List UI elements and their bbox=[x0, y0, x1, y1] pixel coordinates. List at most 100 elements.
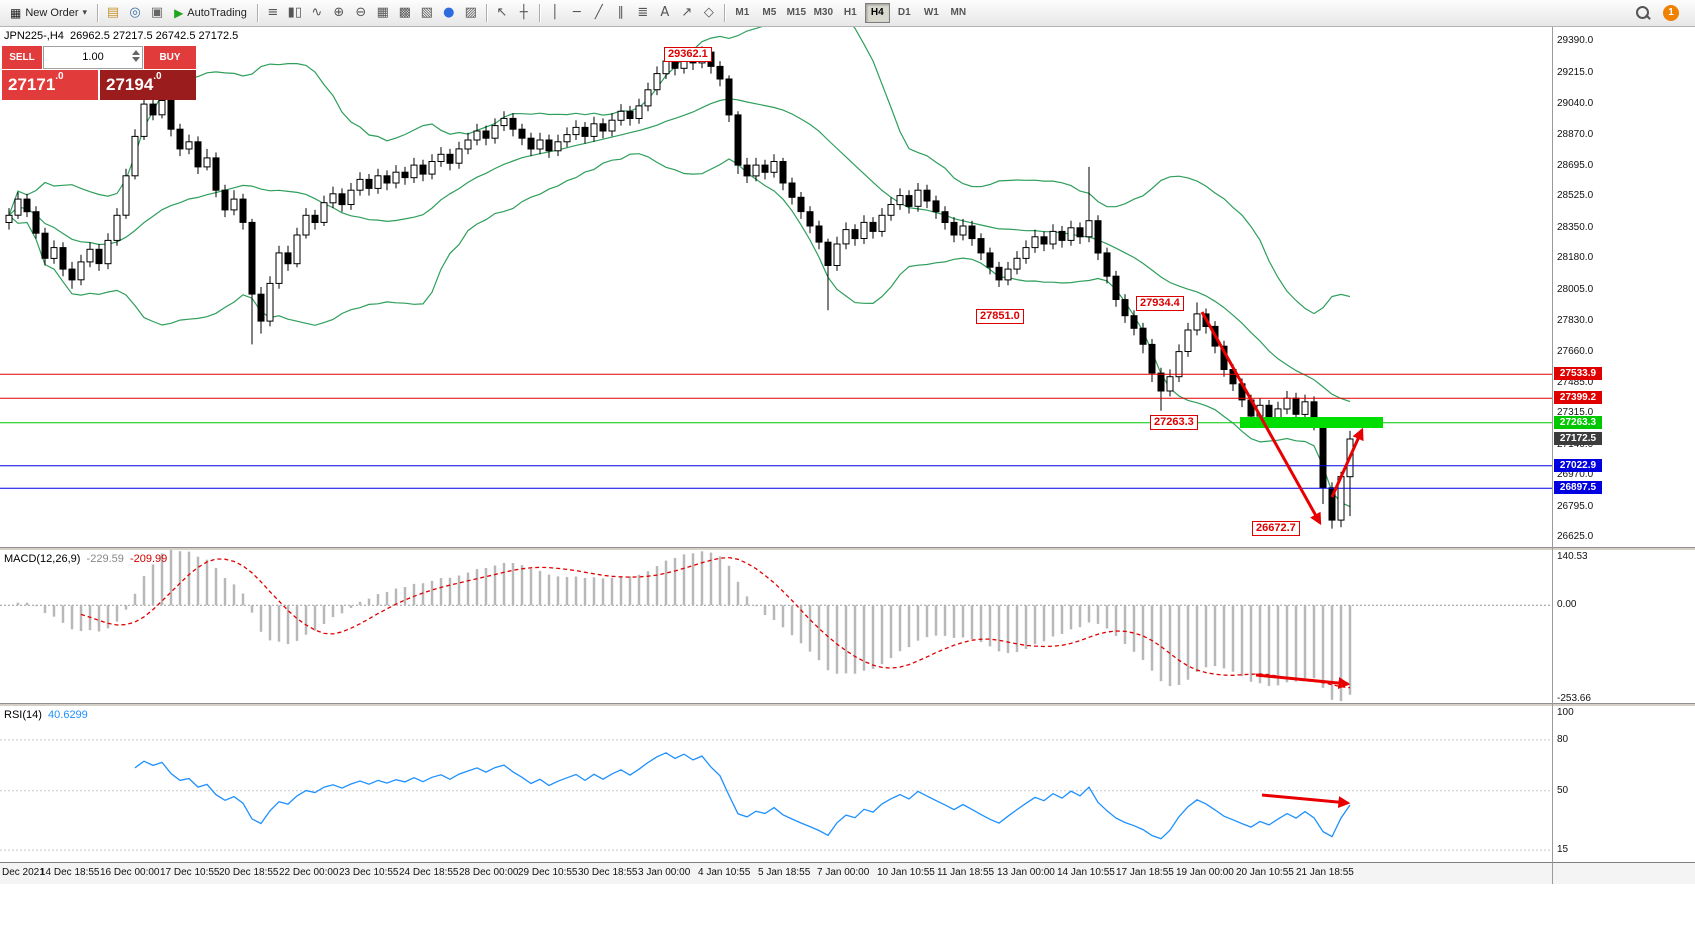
profile-icon[interactable]: ▤ bbox=[106, 5, 120, 20]
candle-bullish bbox=[329, 193, 337, 204]
candle-bearish bbox=[68, 268, 76, 281]
candle-bearish bbox=[851, 229, 859, 240]
navigator-icon[interactable]: ◎ bbox=[129, 5, 141, 20]
candle-bearish bbox=[815, 225, 823, 243]
candle-bullish bbox=[698, 51, 706, 64]
candle-bullish bbox=[464, 139, 472, 150]
candle-bearish bbox=[365, 178, 373, 189]
one-click-trading-panel: SELL 1.00 BUY 27171.0 27194.0 bbox=[2, 46, 196, 100]
line-chart-icon[interactable]: ∿ bbox=[311, 5, 323, 20]
candle-bearish bbox=[761, 164, 769, 173]
candle-bullish bbox=[14, 198, 22, 216]
timeframe-d1[interactable]: D1 bbox=[897, 7, 911, 18]
bollinger-middle bbox=[8, 98, 1351, 403]
candle-bullish bbox=[662, 60, 670, 75]
chart-area[interactable]: JPN225-,H4 26962.5 27217.5 26742.5 27172… bbox=[0, 27, 1695, 946]
new-chart-icon[interactable]: ▧ bbox=[420, 5, 433, 20]
timeframe-h4[interactable]: H4 bbox=[864, 3, 890, 23]
chart-plot[interactable] bbox=[0, 27, 1695, 946]
highlight-zone bbox=[1240, 417, 1383, 428]
time-axis[interactable] bbox=[0, 862, 1695, 884]
macd-pane bbox=[0, 550, 1552, 702]
candle-bullish bbox=[1067, 227, 1075, 241]
buy-button[interactable]: BUY bbox=[144, 46, 196, 69]
vertical-line-icon[interactable]: │ bbox=[550, 5, 559, 20]
candlestick-chart-icon[interactable]: ▮▯ bbox=[287, 5, 302, 20]
volume-stepper[interactable] bbox=[132, 50, 140, 62]
candle-bullish bbox=[500, 117, 508, 127]
buy-price[interactable]: 27194.0 bbox=[100, 70, 196, 100]
timeframe-m15[interactable]: M15 bbox=[786, 7, 807, 18]
timeframe-m5[interactable]: M5 bbox=[762, 7, 777, 18]
timeframe-h1[interactable]: H1 bbox=[843, 7, 857, 18]
notification-badge[interactable]: 1 bbox=[1663, 5, 1679, 21]
data-window-icon[interactable]: ▣ bbox=[150, 5, 164, 20]
candle-bearish bbox=[527, 137, 535, 150]
candle-bearish bbox=[221, 189, 229, 211]
candle-bearish bbox=[23, 198, 31, 213]
tile-windows-icon[interactable]: ▦ bbox=[376, 5, 389, 20]
candle-bullish bbox=[1166, 376, 1174, 392]
arrow-object-icon[interactable]: ↗ bbox=[681, 5, 693, 20]
candle-bearish bbox=[446, 153, 454, 164]
clock-icon[interactable]: ● bbox=[443, 5, 455, 20]
autotrading-button[interactable]: ▶ AutoTrading bbox=[168, 2, 253, 24]
candle-bullish bbox=[1301, 401, 1309, 415]
chart-type-icon-group: ≡ ▮▯ ∿ ⊕ ⊖ bbox=[262, 3, 372, 23]
text-icon[interactable]: A bbox=[660, 5, 670, 20]
horizontal-line-icon[interactable]: ─ bbox=[572, 5, 581, 20]
price-axis[interactable] bbox=[1553, 27, 1695, 862]
pane-splitter[interactable] bbox=[0, 547, 1695, 550]
candle-bullish bbox=[536, 139, 544, 150]
bar-chart-icon[interactable]: ≡ bbox=[267, 5, 279, 20]
candle-bearish bbox=[1040, 236, 1048, 245]
candle-bullish bbox=[1283, 397, 1291, 410]
cascade-windows-icon[interactable]: ▩ bbox=[398, 5, 411, 20]
crosshair-icon[interactable]: ┼ bbox=[519, 5, 528, 20]
bollinger-upper bbox=[8, 27, 1351, 315]
candle-bullish bbox=[86, 248, 94, 263]
stepper-down-icon[interactable] bbox=[132, 57, 140, 62]
zoom-in-icon[interactable]: ⊕ bbox=[333, 5, 345, 20]
buy-price-int: 27194 bbox=[106, 75, 154, 94]
timeframe-m30[interactable]: M30 bbox=[813, 7, 834, 18]
chart-settings-icon[interactable]: ▨ bbox=[464, 5, 477, 20]
bollinger-lower bbox=[8, 153, 1351, 508]
sell-price[interactable]: 27171.0 bbox=[2, 70, 98, 100]
timeframe-w1[interactable]: W1 bbox=[923, 7, 939, 18]
draw-tools-icon-group: │ ─ ╱ ∥ ≣ A ↗ ◇ bbox=[544, 3, 720, 23]
candle-bearish bbox=[1148, 343, 1156, 374]
candle-bearish bbox=[869, 221, 877, 232]
panels-icon-group: ▤ ◎ ▣ bbox=[102, 3, 168, 23]
shapes-icon[interactable]: ◇ bbox=[703, 5, 714, 20]
candle-bullish bbox=[860, 221, 868, 239]
candle-bearish bbox=[1112, 275, 1120, 300]
timeframe-m1[interactable]: M1 bbox=[735, 7, 750, 18]
candle-bullish bbox=[1193, 313, 1201, 331]
channel-icon[interactable]: ∥ bbox=[617, 5, 625, 20]
candle-bearish bbox=[734, 114, 742, 166]
candle-bearish bbox=[239, 198, 247, 223]
candle-bearish bbox=[779, 161, 787, 184]
candle-bullish bbox=[590, 123, 598, 137]
chart-window-icon: ▦ bbox=[10, 6, 22, 20]
sell-button[interactable]: SELL bbox=[2, 46, 42, 69]
trendline-icon[interactable]: ╱ bbox=[594, 5, 603, 20]
candle-bullish bbox=[428, 161, 436, 175]
trend-arrow bbox=[1200, 311, 1322, 526]
candle-bearish bbox=[923, 189, 931, 202]
candle-bearish bbox=[1292, 397, 1300, 415]
search-icon[interactable] bbox=[1633, 3, 1653, 23]
stepper-up-icon[interactable] bbox=[132, 50, 140, 55]
pane-splitter[interactable] bbox=[0, 703, 1695, 706]
zoom-out-icon[interactable]: ⊖ bbox=[355, 5, 367, 20]
candle-bearish bbox=[284, 252, 292, 265]
new-order-button[interactable]: ▦ New Order ▾ bbox=[4, 2, 93, 24]
candle-bearish bbox=[905, 195, 913, 207]
cursor-icon[interactable]: ↖ bbox=[496, 5, 508, 20]
candle-bullish bbox=[635, 105, 643, 120]
fibonacci-icon[interactable]: ≣ bbox=[637, 5, 649, 20]
volume-input[interactable]: 1.00 bbox=[43, 46, 143, 69]
timeframe-mn[interactable]: MN bbox=[950, 7, 967, 18]
